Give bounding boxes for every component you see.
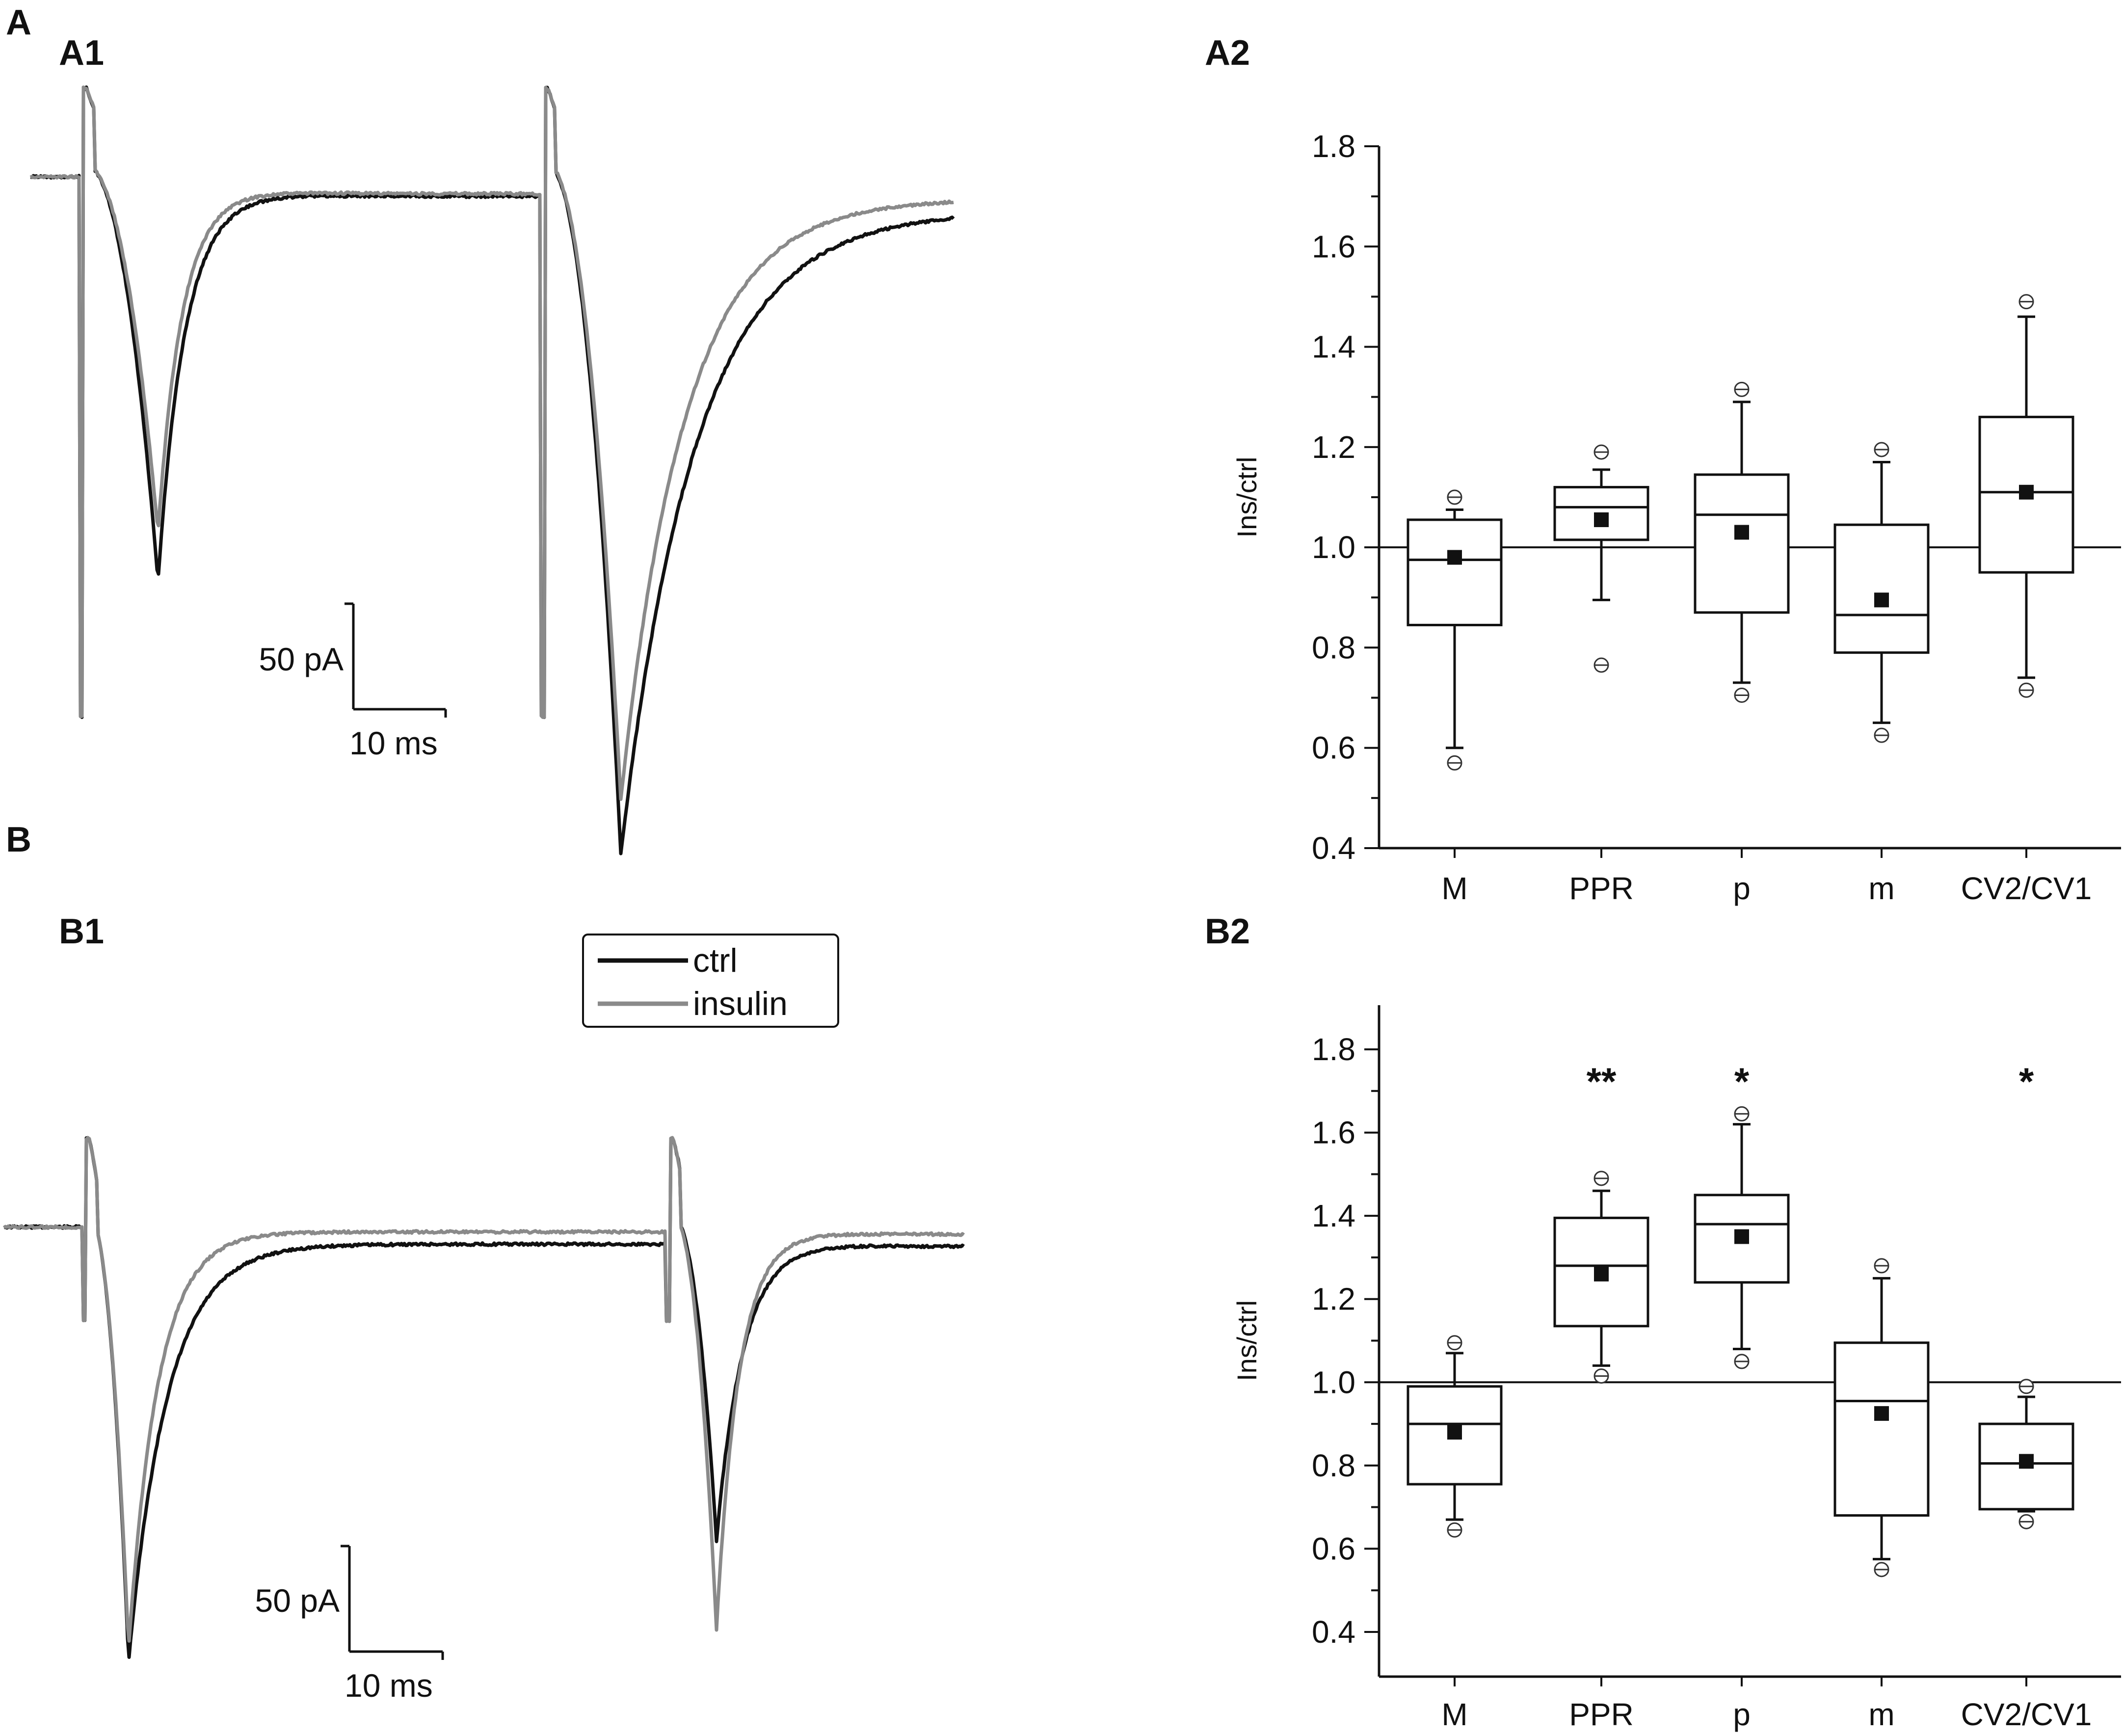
b2-boxes: ** * * xyxy=(1407,1060,2074,1577)
significance-stars: ** xyxy=(1587,1060,1617,1103)
box-mean-marker xyxy=(2019,484,2034,500)
b2-x-tick-label: M xyxy=(1441,1697,1467,1732)
b2-y-tick-label: 0.4 xyxy=(1312,1614,1355,1650)
a2-box-ppr xyxy=(1553,444,1649,673)
box-iqr xyxy=(1407,1385,1503,1486)
b2-x-tick-label: p xyxy=(1733,1697,1751,1732)
panel-a1-title: A1 xyxy=(59,33,104,73)
legend: ctrl insulin xyxy=(582,934,839,1028)
b1-insulin-trace xyxy=(2,1136,965,1643)
box-mean-marker xyxy=(1447,550,1462,565)
legend-insulin-label: insulin xyxy=(693,985,788,1022)
a1-scale-time-label: 10 ms xyxy=(349,725,438,761)
box-mean-marker xyxy=(2019,1454,2034,1469)
box-mean-marker xyxy=(1734,525,1749,540)
panel-b1: B1 50 pA 10 ms xyxy=(2,912,965,1704)
box-mean-marker xyxy=(1594,1266,1609,1282)
b2-box-m xyxy=(1833,1258,1930,1577)
panel-b1-title: B1 xyxy=(59,912,104,951)
a2-y-tick-label: 0.8 xyxy=(1312,630,1355,665)
b2-box-p: * xyxy=(1694,1060,1790,1369)
b2-box-ppr: ** xyxy=(1553,1060,1649,1384)
box-mean-marker xyxy=(1594,512,1609,527)
a1-traces xyxy=(29,85,955,855)
a2-y-tick-label: 1.2 xyxy=(1312,429,1355,465)
b2-y-tick-label: 1.0 xyxy=(1312,1364,1355,1400)
a2-box-m xyxy=(1833,442,1930,743)
a1-insulin-trace xyxy=(29,85,954,801)
a2-box-cv2-cv1 xyxy=(1978,294,2074,698)
b1-traces xyxy=(2,1136,965,1659)
box-iqr xyxy=(1833,523,1930,654)
box-mean-marker xyxy=(1447,1425,1462,1440)
figure-label-b: B xyxy=(6,820,31,859)
a2-y-tick-label: 1.6 xyxy=(1312,229,1355,264)
b2-axes: 0.4 0.6 0.8 1.0 1.2 1.4 1.6 1.8 Ins/ctrl M PPR p m CV… xyxy=(1231,1005,2121,1732)
b2-y-tick-label: 1.4 xyxy=(1312,1198,1355,1233)
a2-axes: 0.4 0.6 0.8 1.0 1.2 1.4 1.6 1.8 Ins/ctrl M PPR p m CV… xyxy=(1231,129,2121,906)
a2-box-p xyxy=(1694,381,1790,703)
b2-y-tick-label: 1.2 xyxy=(1312,1282,1355,1317)
b1-ctrl-trace xyxy=(3,1136,965,1659)
panel-a2-title: A2 xyxy=(1205,33,1250,73)
b2-y-tick-label: 0.8 xyxy=(1312,1448,1355,1483)
box-mean-marker xyxy=(1734,1229,1749,1244)
box-iqr xyxy=(1694,473,1790,614)
b2-x-tick-label: PPR xyxy=(1569,1697,1634,1732)
box-iqr xyxy=(1833,1341,1930,1517)
significance-stars: * xyxy=(2019,1060,2034,1103)
box-mean-marker xyxy=(1874,592,1889,608)
a1-ctrl-trace xyxy=(30,85,955,855)
b2-y-tick-label: 1.6 xyxy=(1312,1115,1355,1150)
panel-a2: A2 0.4 0.6 0.8 1.0 1.2 1.4 1.6 1.8 Ins/ctrl M PPR p… xyxy=(1205,33,2121,906)
b2-y-tick-label: 0.6 xyxy=(1312,1531,1355,1566)
b1-scale-bar: 50 pA 10 ms xyxy=(255,1545,444,1704)
a1-scale-bar: 50 pA 10 ms xyxy=(259,602,447,761)
a2-x-tick-label: p xyxy=(1733,871,1751,906)
box-mean-marker xyxy=(1874,1406,1889,1421)
panel-b2-title: B2 xyxy=(1205,912,1250,951)
panel-a1: A1 50 pA 10 ms xyxy=(29,33,955,855)
figure-label-a: A xyxy=(6,3,31,42)
a2-y-tick-label: 0.4 xyxy=(1312,830,1355,866)
a2-boxes xyxy=(1407,294,2074,771)
a2-y-tick-label: 1.4 xyxy=(1312,329,1355,365)
legend-ctrl-label: ctrl xyxy=(693,942,738,979)
a2-x-tick-label: m xyxy=(1868,871,1894,906)
a2-y-tick-label: 0.6 xyxy=(1312,730,1355,766)
b2-x-tick-label: m xyxy=(1868,1697,1894,1732)
b2-box-m xyxy=(1407,1335,1503,1538)
b1-scale-time-label: 10 ms xyxy=(345,1667,433,1704)
b1-scale-current-label: 50 pA xyxy=(255,1582,340,1619)
b2-x-tick-label: CV2/CV1 xyxy=(1961,1697,2092,1732)
a2-y-tick-label: 1.8 xyxy=(1312,129,1355,164)
a2-box-m xyxy=(1407,489,1503,771)
a1-scale-current-label: 50 pA xyxy=(259,641,344,677)
b2-y-axis-label: Ins/ctrl xyxy=(1231,1300,1262,1381)
box-iqr xyxy=(1407,518,1503,626)
a2-y-axis-label: Ins/ctrl xyxy=(1231,457,1262,538)
b2-y-tick-label: 1.8 xyxy=(1312,1032,1355,1067)
panel-b2: B2 0.4 0.6 0.8 1.0 1.2 1.4 1.6 1.8 Ins/ctrl M PPR p… xyxy=(1205,912,2121,1732)
a2-x-tick-label: CV2/CV1 xyxy=(1961,871,2092,906)
a2-y-tick-label: 1.0 xyxy=(1312,530,1355,565)
a2-x-tick-label: M xyxy=(1441,871,1467,906)
a2-x-tick-label: PPR xyxy=(1569,871,1634,906)
significance-stars: * xyxy=(1734,1060,1750,1103)
b2-box-cv2-cv1: * xyxy=(1978,1060,2074,1529)
